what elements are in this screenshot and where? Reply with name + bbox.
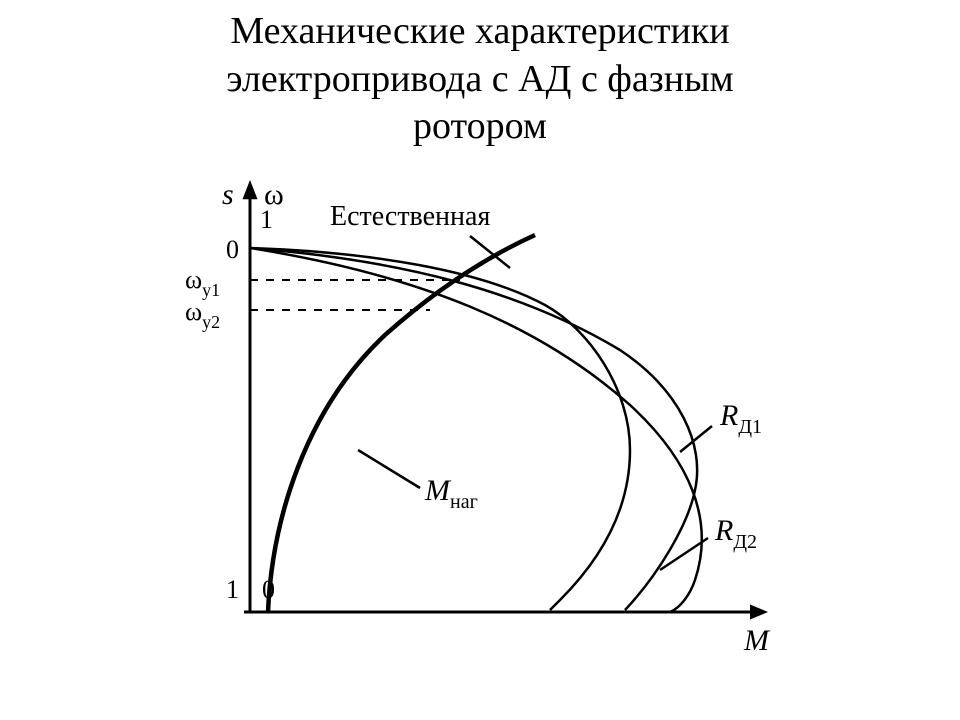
axis-label-m: M [743,624,771,657]
chart-bg [160,180,800,670]
title-line-2: электропривода с АД с фазным [226,58,733,100]
slide: Механические характеристики электроприво… [0,0,960,720]
title-line-1: Механические характеристики [230,10,729,52]
tick-s-bottom: 1 [226,575,239,604]
tick-s-top: 1 [260,205,273,234]
label-natural: Естественная [330,201,490,232]
mechanical-characteristics-chart: sωM10ωy1ωy210ЕстественнаяRД1RД2Mнаг [160,180,800,670]
axis-label-s: s [222,180,234,211]
chart-container: sωM10ωy1ωy210ЕстественнаяRД1RД2Mнаг [160,180,800,670]
slide-title: Механические характеристики электроприво… [0,0,960,151]
tick-zero-top: 0 [226,235,239,264]
title-line-3: ротором [413,105,547,147]
